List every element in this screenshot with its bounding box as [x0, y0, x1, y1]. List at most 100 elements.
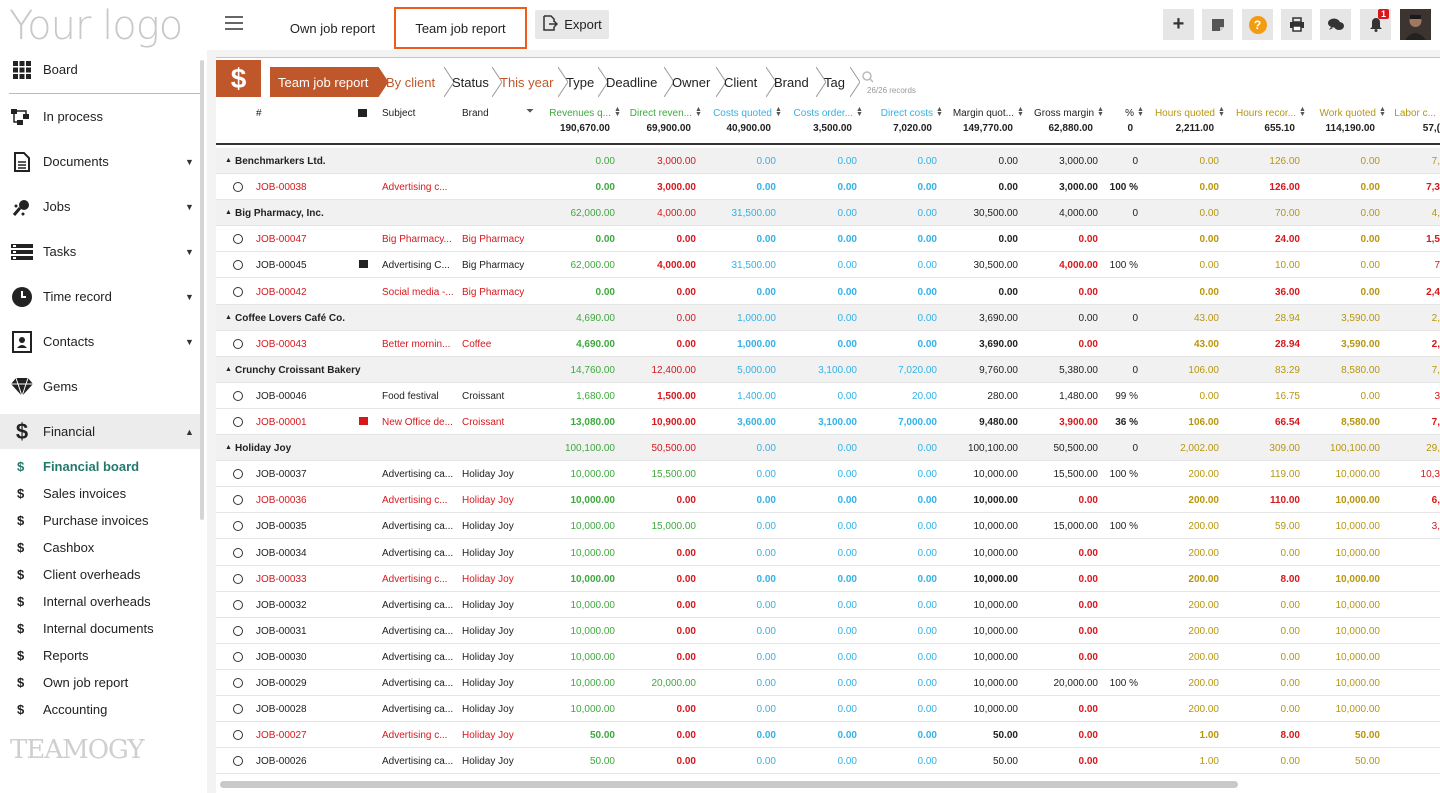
job-id[interactable]: JOB-00037 [256, 469, 307, 481]
sort-icon[interactable]: ▲ ▼ [775, 106, 782, 118]
sidebar-subitem-sales-invoices[interactable]: $ Sales invoices [0, 480, 200, 507]
column-header[interactable]: % [1125, 108, 1134, 119]
breadcrumb-status[interactable]: Status [444, 67, 502, 97]
table-row[interactable]: JOB-00030 Advertising ca... Holiday Joy 10,… [216, 644, 1440, 670]
sidebar-item-in-process[interactable]: In process [0, 94, 200, 139]
breadcrumb-deadline[interactable]: Deadline [598, 67, 674, 97]
status-icon[interactable] [233, 625, 243, 636]
job-id[interactable]: JOB-00046 [256, 390, 307, 402]
notification-bell-icon[interactable]: 1 [1360, 9, 1391, 40]
sidebar-item-gems[interactable]: Gems [0, 364, 200, 409]
status-icon[interactable] [233, 469, 243, 480]
status-icon[interactable] [233, 260, 243, 271]
sidebar-subitem-cashbox[interactable]: $ Cashbox [0, 534, 200, 561]
group-row[interactable]: ▲ Coffee Lovers Café Co. 4,690.00 0.00 1,000… [216, 304, 1440, 331]
job-id[interactable]: JOB-00031 [256, 625, 307, 637]
sort-icon[interactable]: ▲ ▼ [695, 106, 702, 118]
job-id[interactable]: JOB-00043 [256, 338, 307, 350]
job-id[interactable]: JOB-00027 [256, 730, 307, 742]
job-id[interactable]: JOB-00038 [256, 182, 307, 194]
sidebar-subitem-reports[interactable]: $ Reports [0, 642, 200, 669]
comment-icon[interactable] [359, 417, 368, 425]
column-header[interactable]: Margin quot... [952, 108, 1014, 119]
sidebar-item-board[interactable]: Board [0, 47, 200, 92]
print-icon[interactable] [1281, 9, 1312, 40]
job-id[interactable]: JOB-00047 [256, 234, 307, 246]
table-row[interactable]: JOB-00031 Advertising ca... Holiday Joy 10,… [216, 618, 1440, 644]
add-icon[interactable]: + [1163, 9, 1194, 40]
table-row[interactable]: JOB-00042 Social media -... Big Pharmacy 0.… [216, 279, 1440, 305]
job-id[interactable]: JOB-00036 [256, 495, 307, 507]
job-id[interactable]: JOB-00045 [256, 260, 307, 272]
sidebar-item-time-record[interactable]: Time record ▼ [0, 274, 200, 319]
sidebar-subitem-internal-documents[interactable]: $ Internal documents [0, 615, 200, 642]
table-row[interactable]: JOB-00035 Advertising ca... Holiday Joy 10,… [216, 513, 1440, 540]
sort-icon[interactable]: ▲ ▼ [1218, 106, 1225, 118]
table-row[interactable]: JOB-00047 Big Pharmacy... Big Pharmacy 0.00… [216, 226, 1440, 253]
sidebar-subitem-own-job-report[interactable]: $ Own job report [0, 669, 200, 696]
sort-icon[interactable]: ▲ ▼ [1299, 106, 1306, 118]
group-row[interactable]: ▲ Benchmarkers Ltd. 0.00 3,000.00 0.00 0.00 0.… [216, 148, 1440, 174]
avatar[interactable] [1400, 9, 1431, 40]
status-icon[interactable] [233, 573, 243, 584]
breadcrumb-type[interactable]: Type [558, 67, 608, 97]
job-id[interactable]: JOB-00032 [256, 599, 307, 611]
job-id[interactable]: JOB-00001 [256, 417, 307, 428]
group-row[interactable]: ▲ Big Pharmacy, Inc. 62,000.00 4,000.00 31,5… [216, 200, 1440, 227]
sidebar-subitem-internal-overheads[interactable]: $ Internal overheads [0, 588, 200, 615]
search-icon[interactable] [862, 70, 874, 88]
column-header[interactable]: Revenues q... [549, 108, 611, 119]
sort-icon[interactable]: ▲ ▼ [856, 106, 863, 118]
status-icon[interactable] [233, 547, 243, 558]
collapse-caret-icon[interactable]: ▲ [225, 365, 232, 373]
collapse-caret-icon[interactable]: ▲ [225, 157, 232, 164]
table-row[interactable]: JOB-00028 Advertising ca... Holiday Joy 10,… [216, 696, 1440, 723]
status-icon[interactable] [233, 495, 243, 506]
status-icon[interactable] [233, 417, 243, 427]
tab-own-job-report[interactable]: Own job report [289, 20, 376, 36]
collapse-caret-icon[interactable]: ▲ [225, 209, 232, 217]
table-row[interactable]: JOB-00026 Advertising ca... Holiday Joy 50.… [216, 748, 1440, 775]
breadcrumb-this-year[interactable]: This year [492, 67, 568, 97]
sidebar-scrollbar[interactable] [200, 60, 204, 520]
status-icon[interactable] [233, 521, 243, 532]
column-header[interactable]: Work quoted [1319, 108, 1376, 119]
job-id[interactable]: JOB-00035 [256, 521, 307, 533]
table-row[interactable]: JOB-00034 Advertising ca... Holiday Joy 10,… [216, 540, 1440, 566]
job-id[interactable]: JOB-00034 [256, 547, 307, 559]
column-header[interactable]: Costs order... [793, 108, 853, 119]
status-icon[interactable] [233, 599, 243, 610]
hamburger-menu-icon[interactable] [225, 16, 243, 30]
column-header[interactable]: Hours recor... [1235, 108, 1296, 119]
status-icon[interactable] [233, 182, 243, 193]
sort-icon[interactable]: ▲ ▼ [1379, 106, 1386, 118]
column-header[interactable]: Subject [382, 108, 416, 119]
table-row[interactable]: JOB-00046 Food festival Croissant 1,680.00 1… [216, 383, 1440, 409]
status-icon[interactable] [233, 338, 243, 349]
comment-icon[interactable] [359, 260, 368, 269]
table-row[interactable]: JOB-00045 Advertising C... Big Pharmacy 62,… [216, 252, 1440, 279]
group-row[interactable]: ▲ Crunchy Croissant Bakery 14,760.00 12,400… [216, 356, 1440, 383]
table-row[interactable]: JOB-00001 New Office de... Croissant 13,080… [216, 409, 1440, 435]
breadcrumb-by-client[interactable]: By client [378, 67, 454, 97]
filter-icon[interactable]: ⏷ [526, 106, 534, 117]
sidebar-item-contacts[interactable]: Contacts ▼ [0, 319, 200, 364]
status-icon[interactable] [233, 651, 243, 662]
breadcrumb-team-job-report[interactable]: Team job report [270, 67, 388, 97]
status-icon[interactable] [233, 730, 243, 741]
column-header[interactable]: Direct costs [880, 108, 933, 119]
status-icon[interactable] [233, 678, 243, 688]
breadcrumb-client[interactable]: Client [716, 67, 776, 97]
help-icon[interactable]: ? [1242, 9, 1273, 40]
chat-icon[interactable] [1320, 9, 1351, 40]
sidebar-item-jobs[interactable]: Jobs ▼ [0, 184, 200, 229]
table-row[interactable]: JOB-00043 Better mornin... Coffee 4,690.00 0… [216, 331, 1440, 357]
status-icon[interactable] [233, 234, 243, 245]
status-icon[interactable] [233, 704, 243, 715]
column-header[interactable]: Labor c... [1394, 108, 1436, 119]
status-icon[interactable] [233, 756, 243, 767]
column-header[interactable]: # [256, 108, 262, 119]
sidebar-subitem-client-overheads[interactable]: $ Client overheads [0, 561, 200, 588]
group-row[interactable]: ▲ Holiday Joy 100,100.00 50,500.00 0.00 0.00 0… [216, 435, 1440, 462]
job-id[interactable]: JOB-00029 [256, 678, 307, 689]
